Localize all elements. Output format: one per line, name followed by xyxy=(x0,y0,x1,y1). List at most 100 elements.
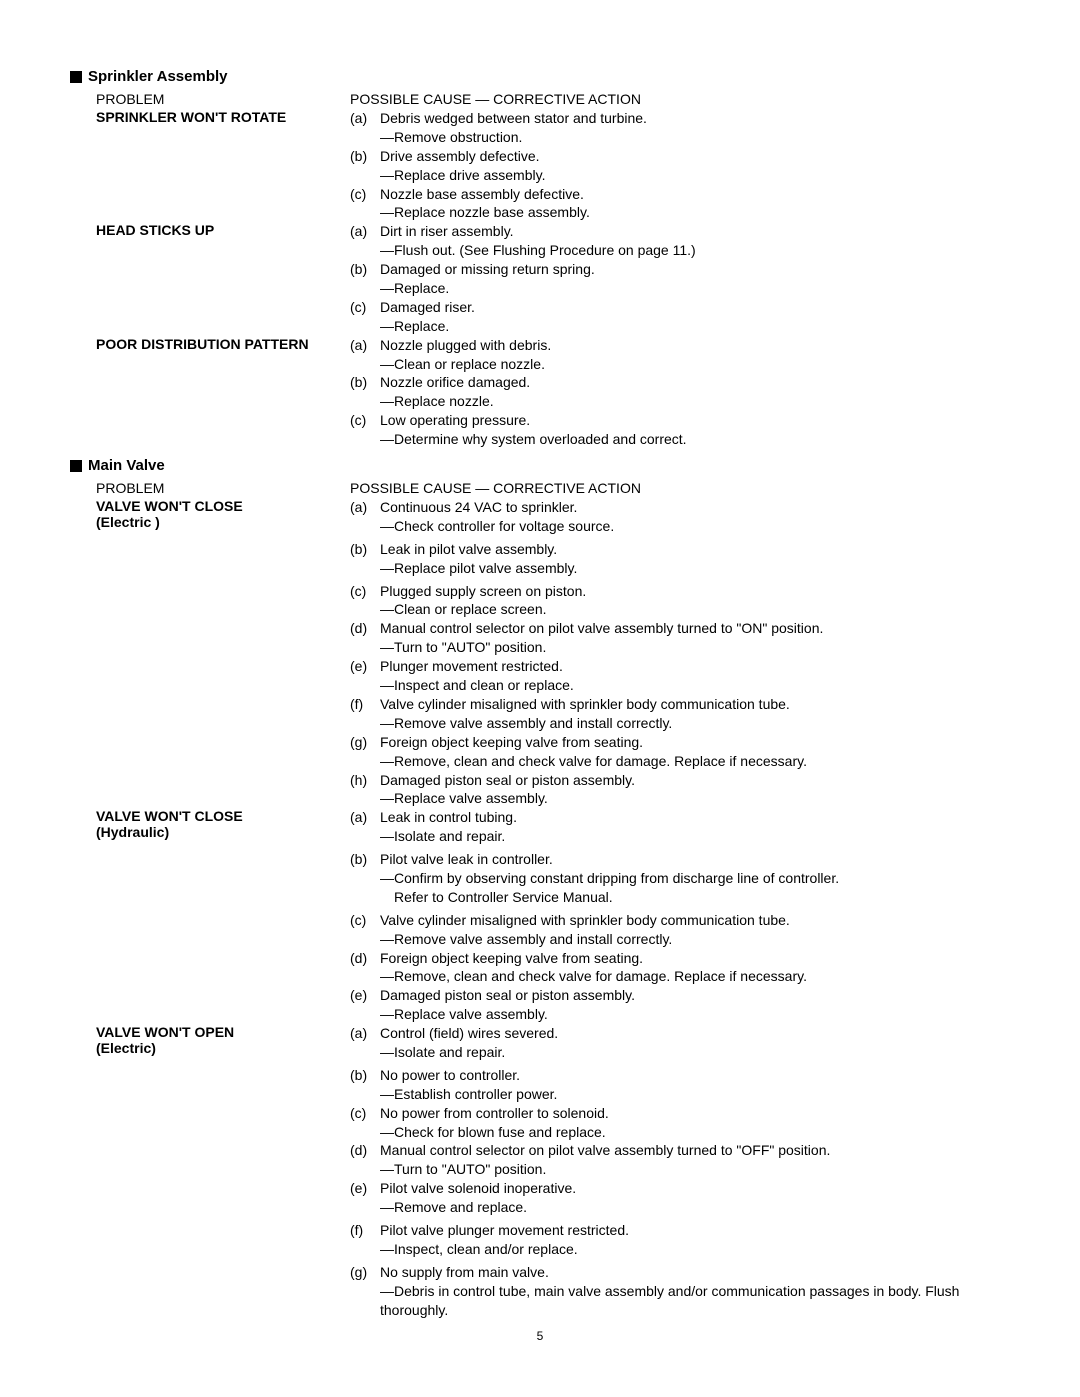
cause-letter: (a) xyxy=(350,336,380,355)
problem-row: VALVE WON'T CLOSE(Electric )(a)Continuou… xyxy=(70,498,1010,808)
problem-row: SPRINKLER WON'T ROTATE(a)Debris wedged b… xyxy=(70,109,1010,222)
corrective-text: —Replace. xyxy=(380,317,1010,336)
cause-letter: (e) xyxy=(350,986,380,1005)
cause-body: Manual control selector on pilot valve a… xyxy=(380,1141,1010,1179)
cause-item: (a)Leak in control tubing.—Isolate and r… xyxy=(350,808,1010,846)
cause-body: Pilot valve plunger movement restricted.… xyxy=(380,1221,1010,1259)
cause-text: Foreign object keeping valve from seatin… xyxy=(380,733,1010,752)
cause-item: (f)Valve cylinder misaligned with sprink… xyxy=(350,695,1010,733)
cause-letter: (c) xyxy=(350,298,380,317)
cause-body: Damaged piston seal or piston assembly.—… xyxy=(380,771,1010,809)
problem-row: POOR DISTRIBUTION PATTERN(a)Nozzle plugg… xyxy=(70,336,1010,449)
corrective-text: —Turn to "AUTO" position. xyxy=(380,1160,1010,1179)
cause-body: Damaged or missing return spring.—Replac… xyxy=(380,260,1010,298)
corrective-text: —Replace nozzle. xyxy=(380,392,1010,411)
cause-text: Control (field) wires severed. xyxy=(380,1024,1010,1043)
corrective-text: —Replace nozzle base assembly. xyxy=(380,203,1010,222)
cause-item: (f)Pilot valve plunger movement restrict… xyxy=(350,1221,1010,1259)
cause-item: (a)Control (field) wires severed.—Isolat… xyxy=(350,1024,1010,1062)
cause-letter: (b) xyxy=(350,850,380,869)
cause-body: Continuous 24 VAC to sprinkler.—Check co… xyxy=(380,498,1010,536)
cause-item: (b)Damaged or missing return spring.—Rep… xyxy=(350,260,1010,298)
cause-text: Damaged riser. xyxy=(380,298,1010,317)
cause-body: Plunger movement restricted.—Inspect and… xyxy=(380,657,1010,695)
corrective-text: —Confirm by observing constant dripping … xyxy=(380,869,1010,888)
section-title-text: Main Valve xyxy=(88,457,165,474)
causes-list: (a)Debris wedged between stator and turb… xyxy=(350,109,1010,222)
cause-item: (e)Damaged piston seal or piston assembl… xyxy=(350,986,1010,1024)
cause-item: (b)Leak in pilot valve assembly.—Replace… xyxy=(350,540,1010,578)
corrective-text: —Inspect and clean or replace. xyxy=(380,676,1010,695)
cause-letter: (d) xyxy=(350,949,380,968)
cause-letter: (g) xyxy=(350,733,380,752)
cause-text: Debris wedged between stator and turbine… xyxy=(380,109,1010,128)
cause-letter: (a) xyxy=(350,808,380,827)
cause-item: (d)Foreign object keeping valve from sea… xyxy=(350,949,1010,987)
cause-letter: (b) xyxy=(350,1066,380,1085)
cause-body: Nozzle plugged with debris.—Clean or rep… xyxy=(380,336,1010,374)
troubleshooting-document: Sprinkler AssemblyPROBLEMPOSSIBLE CAUSE … xyxy=(70,68,1010,1319)
cause-letter: (f) xyxy=(350,695,380,714)
cause-item: (b)No power to controller.—Establish con… xyxy=(350,1066,1010,1104)
corrective-text: —Establish controller power. xyxy=(380,1085,1010,1104)
cause-text: Continuous 24 VAC to sprinkler. xyxy=(380,498,1010,517)
cause-letter: (c) xyxy=(350,582,380,601)
cause-item: (c)No power from controller to solenoid.… xyxy=(350,1104,1010,1142)
cause-letter: (a) xyxy=(350,222,380,241)
problem-label: VALVE WON'T OPEN(Electric) xyxy=(70,1024,350,1056)
cause-item: (a)Debris wedged between stator and turb… xyxy=(350,109,1010,147)
cause-item: (c)Plugged supply screen on piston.—Clea… xyxy=(350,582,1010,620)
cause-body: No power from controller to solenoid.—Ch… xyxy=(380,1104,1010,1142)
cause-text: Nozzle plugged with debris. xyxy=(380,336,1010,355)
cause-body: Damaged piston seal or piston assembly.—… xyxy=(380,986,1010,1024)
corrective-text: —Remove and replace. xyxy=(380,1198,1010,1217)
cause-item: (a)Nozzle plugged with debris.—Clean or … xyxy=(350,336,1010,374)
corrective-text: —Debris in control tube, main valve asse… xyxy=(380,1282,1010,1320)
cause-text: No power to controller. xyxy=(380,1066,1010,1085)
causes-list: (a)Continuous 24 VAC to sprinkler.—Check… xyxy=(350,498,1010,808)
cause-letter: (a) xyxy=(350,109,380,128)
cause-body: Dirt in riser assembly.—Flush out. (See … xyxy=(380,222,1010,260)
cause-text: Dirt in riser assembly. xyxy=(380,222,1010,241)
cause-letter: (a) xyxy=(350,1024,380,1043)
cause-text: Damaged piston seal or piston assembly. xyxy=(380,771,1010,790)
cause-body: Nozzle orifice damaged.—Replace nozzle. xyxy=(380,373,1010,411)
square-bullet xyxy=(70,460,82,472)
cause-text: Manual control selector on pilot valve a… xyxy=(380,1141,1010,1160)
cause-letter: (c) xyxy=(350,185,380,204)
problem-label: VALVE WON'T CLOSE(Hydraulic) xyxy=(70,808,350,840)
cause-body: Manual control selector on pilot valve a… xyxy=(380,619,1010,657)
causes-list: (a)Nozzle plugged with debris.—Clean or … xyxy=(350,336,1010,449)
corrective-text: —Replace pilot valve assembly. xyxy=(380,559,1010,578)
page-number: 5 xyxy=(70,1329,1010,1343)
corrective-text: —Check controller for voltage source. xyxy=(380,517,1010,536)
header-row: PROBLEMPOSSIBLE CAUSE — CORRECTIVE ACTIO… xyxy=(70,480,1010,496)
cause-letter: (b) xyxy=(350,147,380,166)
cause-item: (c)Valve cylinder misaligned with sprink… xyxy=(350,911,1010,949)
cause-item: (e)Pilot valve solenoid inoperative. —Re… xyxy=(350,1179,1010,1217)
corrective-text: —Replace valve assembly. xyxy=(380,789,1010,808)
problem-row: VALVE WON'T OPEN(Electric)(a)Control (fi… xyxy=(70,1024,1010,1319)
cause-item: (d)Manual control selector on pilot valv… xyxy=(350,1141,1010,1179)
cause-body: Control (field) wires severed.—Isolate a… xyxy=(380,1024,1010,1062)
cause-item: (a)Continuous 24 VAC to sprinkler.—Check… xyxy=(350,498,1010,536)
cause-item: (g)No supply from main valve.—Debris in … xyxy=(350,1263,1010,1320)
corrective-text: —Check for blown fuse and replace. xyxy=(380,1123,1010,1142)
corrective-text: —Inspect, clean and/or replace. xyxy=(380,1240,1010,1259)
cause-item: (c)Nozzle base assembly defective.—Repla… xyxy=(350,185,1010,223)
header-cause: POSSIBLE CAUSE — CORRECTIVE ACTION xyxy=(350,480,1010,496)
cause-body: No power to controller.—Establish contro… xyxy=(380,1066,1010,1104)
cause-item: (g)Foreign object keeping valve from sea… xyxy=(350,733,1010,771)
cause-letter: (f) xyxy=(350,1221,380,1240)
header-row: PROBLEMPOSSIBLE CAUSE — CORRECTIVE ACTIO… xyxy=(70,91,1010,107)
cause-item: (a)Dirt in riser assembly.—Flush out. (S… xyxy=(350,222,1010,260)
cause-text: Valve cylinder misaligned with sprinkler… xyxy=(380,911,1010,930)
cause-item: (e)Plunger movement restricted.—Inspect … xyxy=(350,657,1010,695)
causes-list: (a)Leak in control tubing.—Isolate and r… xyxy=(350,808,1010,1024)
cause-body: Valve cylinder misaligned with sprinkler… xyxy=(380,911,1010,949)
corrective-text: —Remove obstruction. xyxy=(380,128,1010,147)
cause-letter: (b) xyxy=(350,540,380,559)
cause-text: Manual control selector on pilot valve a… xyxy=(380,619,1010,638)
problem-label: SPRINKLER WON'T ROTATE xyxy=(70,109,350,125)
cause-letter: (c) xyxy=(350,1104,380,1123)
